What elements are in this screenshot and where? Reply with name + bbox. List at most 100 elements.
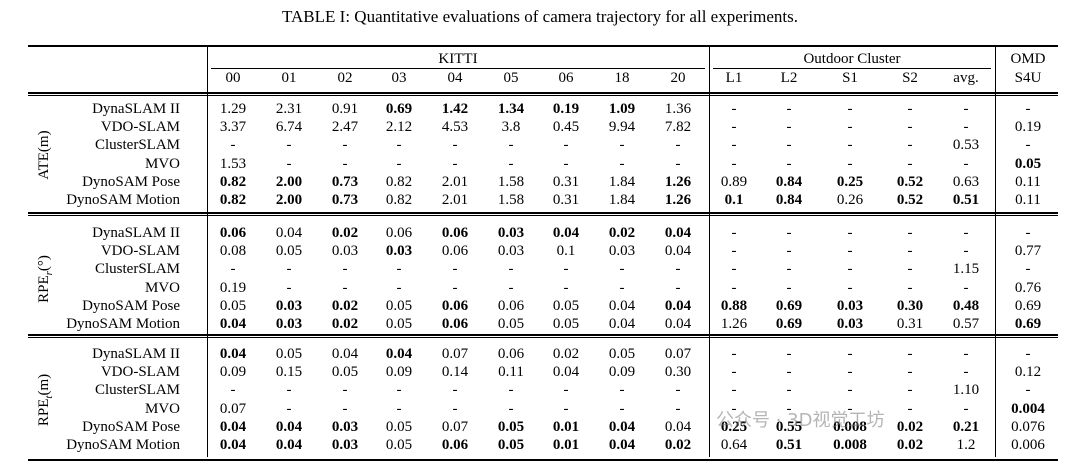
table-cell: - xyxy=(675,279,681,296)
table-cell: 0.06 xyxy=(441,316,469,332)
table-cell: 0.82 xyxy=(219,173,247,190)
table-cell: 0.08 xyxy=(219,243,247,260)
table-cell: 0.03 xyxy=(331,418,359,435)
table-cell: - xyxy=(396,279,402,296)
table-cell: - xyxy=(786,382,792,399)
table-cell: 0.76 xyxy=(1014,279,1042,296)
table-cell: 0.19 xyxy=(219,279,247,296)
table-cell: - xyxy=(286,261,292,278)
table-cell: 0.05 xyxy=(1014,155,1042,172)
table-cell: 0.69 xyxy=(775,297,803,314)
column-header: L1 xyxy=(725,70,743,86)
table-cell: 1.58 xyxy=(497,173,525,190)
table-cell: 0.73 xyxy=(331,192,359,208)
table-cell: 0.02 xyxy=(331,297,359,314)
column-header: 05 xyxy=(503,70,519,86)
table-cell: 0.04 xyxy=(664,316,692,332)
method-name: ClusterSLAM xyxy=(94,137,180,154)
method-name: DynoSAM Pose xyxy=(82,297,180,314)
table-cell: 2.01 xyxy=(441,173,469,190)
table-cell: - xyxy=(1025,101,1031,117)
table-cell: 0.77 xyxy=(1014,243,1042,260)
column-header: 03 xyxy=(391,70,407,86)
method-name: MVO xyxy=(144,279,180,296)
table-cell: - xyxy=(563,155,569,172)
table-cell: 0.04 xyxy=(664,243,692,260)
table-cell: 0.52 xyxy=(896,192,924,208)
table-cell: 0.04 xyxy=(552,364,580,381)
column-header: S4U xyxy=(1014,70,1042,86)
method-name: ClusterSLAM xyxy=(94,382,180,399)
table-cell: 0.01 xyxy=(552,418,580,435)
table-cell: 0.52 xyxy=(896,173,924,190)
table-cell: - xyxy=(675,261,681,278)
method-name: VDO-SLAM xyxy=(100,243,180,260)
table-cell: - xyxy=(619,400,625,417)
table-cell: - xyxy=(731,101,737,117)
table-cell: 0.45 xyxy=(552,119,580,136)
table-cell: - xyxy=(452,382,458,399)
table-cell: 0.04 xyxy=(275,418,303,435)
table-cell: 0.04 xyxy=(275,225,303,241)
method-name: DynaSLAM II xyxy=(92,346,180,362)
table-cell: 0.15 xyxy=(275,364,303,381)
table-cell: 2.31 xyxy=(275,101,303,117)
column-divider-3 xyxy=(995,47,996,457)
table-cell: 1.26 xyxy=(720,316,748,332)
table-cell: 0.31 xyxy=(896,316,924,332)
table-cell: 9.94 xyxy=(608,119,636,136)
outdoor-group-header: Outdoor Cluster xyxy=(803,51,901,67)
table-cell: 0.02 xyxy=(608,225,636,241)
table-cell: - xyxy=(286,382,292,399)
table-cell: - xyxy=(963,364,969,381)
table-cell: 0.05 xyxy=(497,437,525,453)
table-cell: 0.05 xyxy=(275,243,303,260)
kitti-group-header: KITTI xyxy=(438,51,478,67)
table-cell: 0.05 xyxy=(552,316,580,332)
table-cell: - xyxy=(563,382,569,399)
column-header: 20 xyxy=(670,70,686,86)
table-cell: 0.02 xyxy=(331,225,359,241)
kitti-underline xyxy=(211,68,705,69)
table-cell: 0.06 xyxy=(441,437,469,453)
table-cell: 0.02 xyxy=(896,437,924,453)
table-cell: - xyxy=(508,155,514,172)
table-cell: 0.84 xyxy=(775,192,803,208)
table-cell: 3.8 xyxy=(501,119,521,136)
table-cell: 0.04 xyxy=(608,437,636,453)
table-cell: - xyxy=(396,400,402,417)
method-name: DynoSAM Pose xyxy=(82,173,180,190)
table-cell: 0.05 xyxy=(552,297,580,314)
top-rule xyxy=(28,45,1058,47)
table-cell: 1.36 xyxy=(664,101,692,117)
table-cell: - xyxy=(731,155,737,172)
table-cell: 0.06 xyxy=(441,225,469,241)
table-cell: 0.31 xyxy=(552,192,580,208)
table-cell: 0.89 xyxy=(720,173,748,190)
table-cell: 0.06 xyxy=(497,346,525,362)
table-cell: - xyxy=(847,279,853,296)
table-cell: 0.82 xyxy=(385,173,413,190)
table-cell: 1.34 xyxy=(497,101,525,117)
table-cell: 0.19 xyxy=(1014,119,1042,136)
table-cell: - xyxy=(731,243,737,260)
table-cell: - xyxy=(342,382,348,399)
table-cell: - xyxy=(286,400,292,417)
table-cell: - xyxy=(1025,346,1031,362)
table-cell: - xyxy=(619,155,625,172)
table-cell: - xyxy=(731,364,737,381)
header-rule-2 xyxy=(28,95,1058,96)
table-cell: - xyxy=(907,400,913,417)
table-cell: 0.1 xyxy=(556,243,576,260)
table-cell: - xyxy=(847,346,853,362)
table-cell: 0.04 xyxy=(608,316,636,332)
table-cell: - xyxy=(786,346,792,362)
table-cell: 0.006 xyxy=(1011,437,1045,453)
table-cell: - xyxy=(907,346,913,362)
table-cell: - xyxy=(396,155,402,172)
method-name: DynaSLAM II xyxy=(92,101,180,117)
table-cell: - xyxy=(508,400,514,417)
table-cell: 0.11 xyxy=(1015,192,1041,208)
table-cell: - xyxy=(731,346,737,362)
table-cell: 0.30 xyxy=(896,297,924,314)
